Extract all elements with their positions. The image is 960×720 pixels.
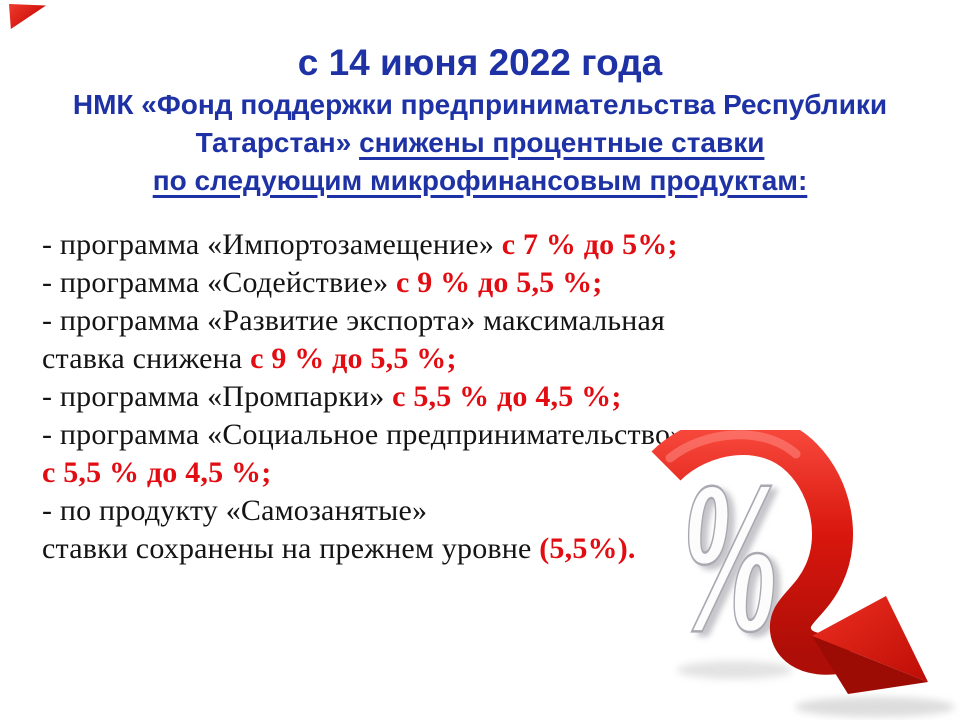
- title-org-continuation: Татарстан»: [195, 127, 360, 158]
- title-underlined-products: по следующим микрофинансовым продуктам:: [152, 165, 808, 196]
- body-line: - программа «Содействие» с 9 % до 5,5 %;: [42, 264, 742, 302]
- text-segment: - программа «Содействие»: [42, 266, 396, 299]
- rate-highlight: с 9 % до 5,5 %;: [395, 266, 603, 299]
- rate-highlight: с 7 % до 5%;: [501, 228, 678, 261]
- text-segment: - программа «Промпарки»: [42, 380, 393, 413]
- rate-highlight: (5,5%).: [539, 532, 636, 565]
- arrow-gloss-highlight: [665, 430, 801, 463]
- body-line: - программа «Импортозамещение» с 7 % до …: [42, 226, 742, 264]
- rate-highlight: с 5,5 % до 4,5 %;: [42, 456, 272, 489]
- percent-decline-graphic: %: [640, 430, 960, 720]
- slide-title: с 14 июня 2022 года НМК «Фонд поддержки …: [0, 40, 960, 200]
- body-line: ставка снижена с 9 % до 5,5 %;: [42, 340, 742, 378]
- text-segment: - программа «Развитие экспорта» максимал…: [42, 304, 666, 337]
- text-segment: - по продукту «Самозанятые»: [42, 494, 428, 527]
- title-products-line: по следующим микрофинансовым продуктам:: [0, 162, 960, 200]
- text-segment: - программа «Социальное предпринимательс…: [42, 418, 686, 451]
- body-text: - программа «Импортозамещение» с 7 % до …: [42, 226, 742, 568]
- title-rates-line: Татарстан» снижены процентные ставки: [0, 124, 960, 162]
- body-line: с 5,5 % до 4,5 %;: [42, 454, 742, 492]
- title-date-line: с 14 июня 2022 года: [297, 42, 663, 83]
- percent-arrow-svg: %: [651, 430, 955, 717]
- rate-highlight: с 9 % до 5,5 %;: [250, 342, 457, 375]
- arrow-head: [812, 596, 928, 682]
- percent-sign: %: [680, 439, 781, 677]
- text-segment: ставки сохранены на прежнем уровне: [42, 532, 540, 565]
- red-arrow: [651, 430, 928, 694]
- percent-shadow: [677, 661, 793, 679]
- text-segment: ставка снижена: [42, 342, 251, 375]
- title-org-line: НМК «Фонд поддержки предпринимательства …: [72, 89, 888, 120]
- title-underlined-rates: снижены процентные ставки: [359, 127, 765, 158]
- body-line: - по продукту «Самозанятые»: [42, 492, 742, 530]
- body-line: - программа «Развитие экспорта» максимал…: [42, 302, 742, 340]
- body-line: - программа «Социальное предпринимательс…: [42, 416, 742, 454]
- rate-highlight: с 5,5 % до 4,5 %;: [392, 380, 622, 413]
- text-segment: - программа «Импортозамещение»: [42, 228, 502, 261]
- corner-accent-triangle: [9, 4, 46, 29]
- arrow-shadow: [795, 697, 955, 717]
- percent-glyph: %: [682, 441, 779, 675]
- arrow-head-underside: [812, 636, 928, 694]
- body-line: - программа «Промпарки» с 5,5 % до 4,5 %…: [42, 378, 742, 416]
- body-line: ставки сохранены на прежнем уровне (5,5%…: [42, 530, 742, 568]
